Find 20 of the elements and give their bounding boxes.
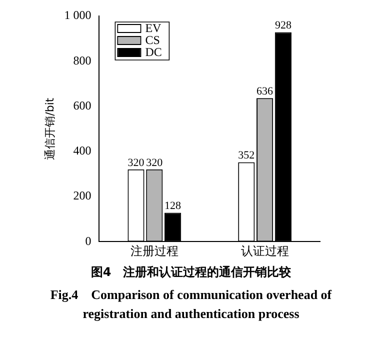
data-label: 320 [128,156,145,169]
y-axis-title: 通信开销/bit [43,97,56,160]
y-tick-label: 200 [73,188,92,203]
y-tick-label: 600 [73,98,92,112]
x-tick-label: 注册过程 [130,244,178,258]
y-tick-label: 400 [73,144,92,158]
data-label: 352 [238,150,255,162]
y-tick-label: 0 [85,234,92,248]
y-tick-label: 1 000 [64,8,92,22]
text: 图4 注册和认证过程的通信开销比较 [90,264,292,281]
legend-label: DC [145,45,162,60]
y-tick-label: 800 [73,53,92,68]
data-label: 320 [146,156,164,169]
data-label: 928 [274,20,292,32]
data-label: 128 [164,200,182,212]
x-tick-label: 认证过程 [240,244,289,258]
legend-label: EV [145,21,162,36]
legend-label: CS [145,33,160,48]
text: Fig.4 Comparison of communication overhead of registration and authentication process [49,286,333,323]
data-label: 636 [256,86,274,98]
